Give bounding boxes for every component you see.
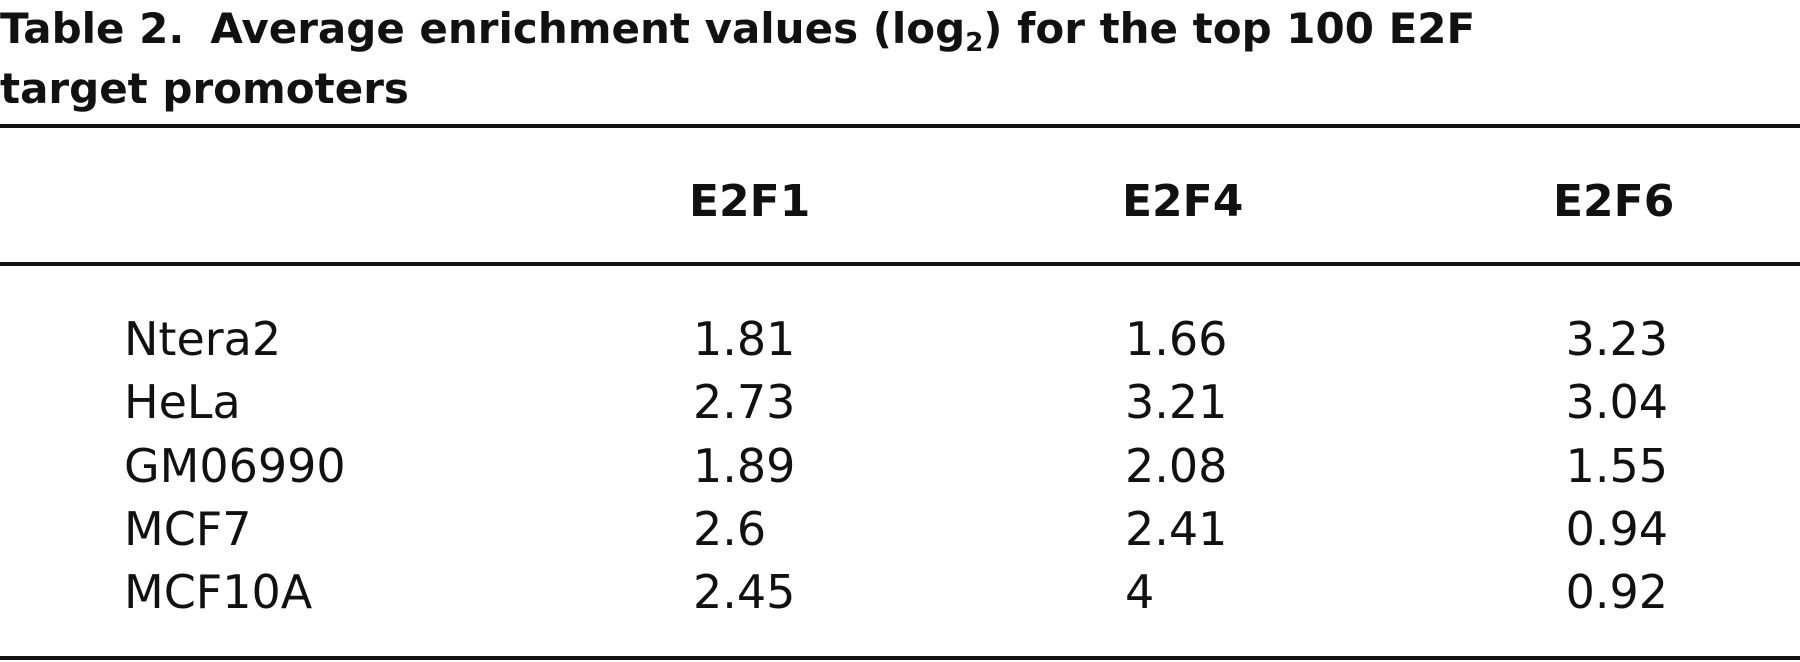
title-text: Average enrichment values (log bbox=[210, 4, 966, 53]
table-title-line-2: target promoters bbox=[0, 64, 409, 113]
cell-value: 1.81 bbox=[693, 312, 796, 366]
cell-value: 1.66 bbox=[1125, 312, 1228, 366]
cell-value: 3.23 bbox=[1565, 312, 1668, 366]
cell-value: 1.89 bbox=[693, 438, 796, 493]
cell-value: 3.04 bbox=[1565, 375, 1668, 430]
cell-value: 2.6 bbox=[693, 501, 767, 556]
cell-value: 0.94 bbox=[1565, 501, 1668, 556]
cell-value: 2.41 bbox=[1125, 501, 1228, 556]
cell-value: 3.21 bbox=[1125, 375, 1228, 430]
column-header: E2F6 bbox=[1553, 176, 1675, 227]
cell-value: 4 bbox=[1125, 565, 1155, 620]
column-header: E2F1 bbox=[689, 176, 811, 227]
row-label: MCF10A bbox=[124, 565, 313, 620]
cell-value: 2.73 bbox=[693, 375, 796, 430]
table-label: Table 2. bbox=[0, 4, 185, 53]
column-header: E2F4 bbox=[1122, 176, 1244, 227]
row-label: HeLa bbox=[124, 375, 241, 430]
header-rule bbox=[0, 262, 1800, 266]
cell-value: 1.55 bbox=[1565, 438, 1668, 493]
table-title-line-1: Table 2. Average enrichment values (log2)… bbox=[0, 8, 1475, 58]
cell-value: 2.45 bbox=[693, 565, 796, 620]
row-label: Ntera2 bbox=[124, 312, 282, 366]
title-text: ) for the top 100 E2F bbox=[983, 4, 1476, 53]
cell-value: 2.08 bbox=[1125, 438, 1228, 493]
bottom-rule bbox=[0, 656, 1800, 660]
top-rule bbox=[0, 124, 1800, 128]
row-label: MCF7 bbox=[124, 501, 252, 556]
row-label: GM06990 bbox=[124, 438, 346, 493]
title-subscript: 2 bbox=[965, 28, 984, 58]
cell-value: 0.92 bbox=[1565, 565, 1668, 620]
